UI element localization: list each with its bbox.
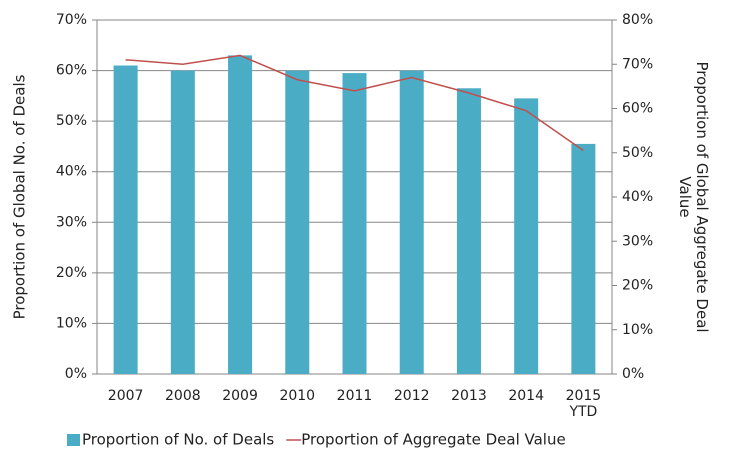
y-tick-label: 70%	[56, 12, 87, 28]
line	[125, 54, 584, 152]
legend-label: Proportion of Aggregate Deal Value	[301, 431, 565, 449]
y2-tick-label: 10%	[622, 322, 653, 338]
y-tick-label: 20%	[56, 265, 87, 281]
bar	[456, 88, 481, 375]
y2-tick-label: 40%	[622, 189, 653, 205]
bar	[514, 98, 539, 374]
legend-label: Proportion of No. of Deals	[82, 431, 274, 449]
y2-tick-label: 0%	[622, 366, 644, 382]
x-tick-label: 2012	[394, 388, 430, 404]
x-tick-label: 2009	[222, 388, 258, 404]
y-axis-label: Proportion of Global No. of Deals	[11, 74, 29, 319]
x-tick-label: 2010	[279, 388, 315, 404]
y-tick-label: 10%	[56, 315, 87, 331]
y-tick-label: 30%	[56, 214, 87, 230]
y-tick-label: 0%	[65, 366, 87, 382]
bar	[170, 70, 195, 375]
x-tick-label: 2013	[451, 388, 487, 404]
y2-axis-label: Proportion of Global Aggregate DealValue	[676, 61, 711, 332]
legend-swatch	[67, 434, 80, 446]
bar	[399, 70, 424, 375]
y-tick-label: 40%	[56, 164, 87, 180]
y-tick-label: 50%	[56, 113, 87, 129]
y2-tick-label: 70%	[622, 56, 653, 72]
bar	[342, 73, 367, 374]
y2-tick-label: 20%	[622, 278, 653, 294]
y2-tick-label: 60%	[622, 101, 653, 117]
y2-tick-label: 80%	[622, 12, 653, 28]
y2-tick-label: 30%	[622, 233, 653, 249]
bar	[285, 70, 310, 375]
bar	[571, 143, 596, 374]
y2-tick-label: 50%	[622, 145, 653, 161]
x-tick-label: 2011	[337, 388, 373, 404]
bar	[113, 65, 138, 374]
x-tick-label: 2015 YTD	[566, 388, 602, 420]
x-tick-label: 2007	[108, 388, 144, 404]
bar	[228, 55, 253, 375]
x-tick-label: 2008	[165, 388, 201, 404]
x-tick-label: 2014	[508, 388, 544, 404]
y-tick-label: 60%	[56, 63, 87, 79]
